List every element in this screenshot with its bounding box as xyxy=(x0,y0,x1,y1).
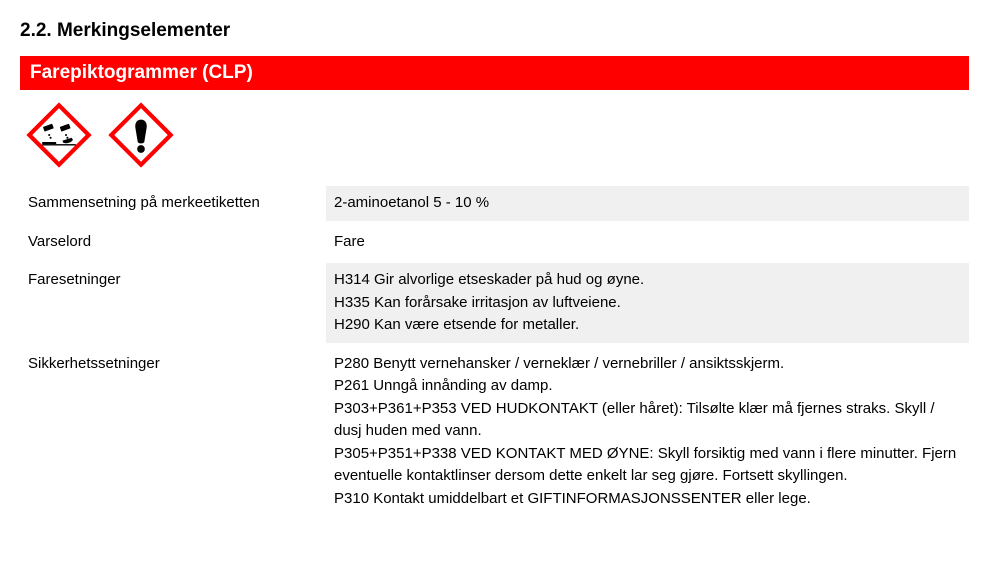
composition-label: Sammensetning på merkeetiketten xyxy=(20,186,326,221)
section-heading: 2.2. Merkingselementer xyxy=(20,20,969,42)
exclamation-icon xyxy=(106,100,176,170)
precautionary-statements-value: P280 Benytt vernehansker / verneklær / v… xyxy=(326,347,969,517)
composition-row: Sammensetning på merkeetiketten 2-aminoe… xyxy=(20,186,969,221)
hazard-statements-value: H314 Gir alvorlige etseskader på hud og … xyxy=(326,263,969,343)
composition-value: 2-aminoetanol 5 - 10 % xyxy=(326,186,969,221)
precautionary-statements-row: Sikkerhetssetninger P280 Benytt vernehan… xyxy=(20,347,969,517)
hazard-statements-row: Faresetninger H314 Gir alvorlige etseska… xyxy=(20,263,969,343)
signal-word-label: Varselord xyxy=(20,225,326,260)
hazard-statements-label: Faresetninger xyxy=(20,263,326,343)
label-data-table: Sammensetning på merkeetiketten 2-aminoe… xyxy=(20,186,969,516)
hazard-pictogram-header: Farepiktogrammer (CLP) xyxy=(20,56,969,90)
pictogram-row xyxy=(20,96,969,186)
signal-word-row: Varselord Fare xyxy=(20,225,969,260)
precautionary-statements-label: Sikkerhetssetninger xyxy=(20,347,326,517)
signal-word-value: Fare xyxy=(326,225,969,260)
corrosion-icon xyxy=(24,100,94,170)
